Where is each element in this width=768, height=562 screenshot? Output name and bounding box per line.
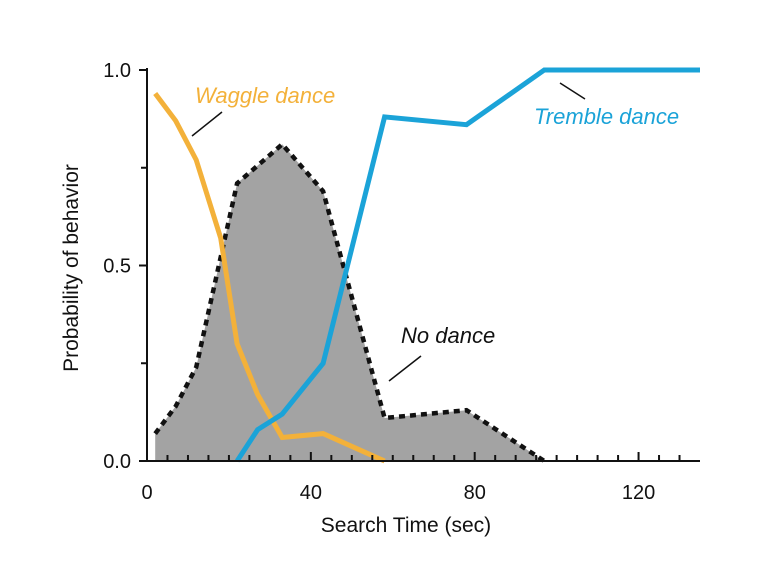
no-dance-leader (388, 355, 422, 382)
y-tick-label: 0.0 (103, 451, 131, 473)
x-axis-title: Search Time (sec) (321, 514, 491, 537)
tremble-dance-label: Tremble dance (534, 104, 679, 129)
no-dance-label: No dance (401, 323, 495, 348)
waggle-dance-leader (191, 111, 223, 137)
no-dance-area (155, 144, 545, 462)
x-tick-label: 80 (464, 482, 486, 504)
plot-area (153, 67, 700, 464)
tremble-dance-line (235, 67, 700, 463)
no-dance-outline (153, 141, 546, 463)
axes: 0.0 0.5 1.0 0 40 80 120 (103, 60, 700, 504)
y-tick-label: 0.5 (103, 256, 131, 278)
annotations: Waggle dance Tremble dance No dance (191, 82, 679, 382)
x-tick-label: 0 (141, 482, 152, 504)
x-tick-label: 120 (622, 482, 655, 504)
tremble-dance-leader (559, 82, 586, 100)
waggle-dance-label: Waggle dance (195, 83, 335, 108)
x-tick-label: 40 (300, 482, 322, 504)
y-axis-title: Probability of behavior (60, 164, 83, 372)
y-tick-label: 1.0 (103, 60, 131, 82)
waggle-dance-line (153, 91, 386, 464)
